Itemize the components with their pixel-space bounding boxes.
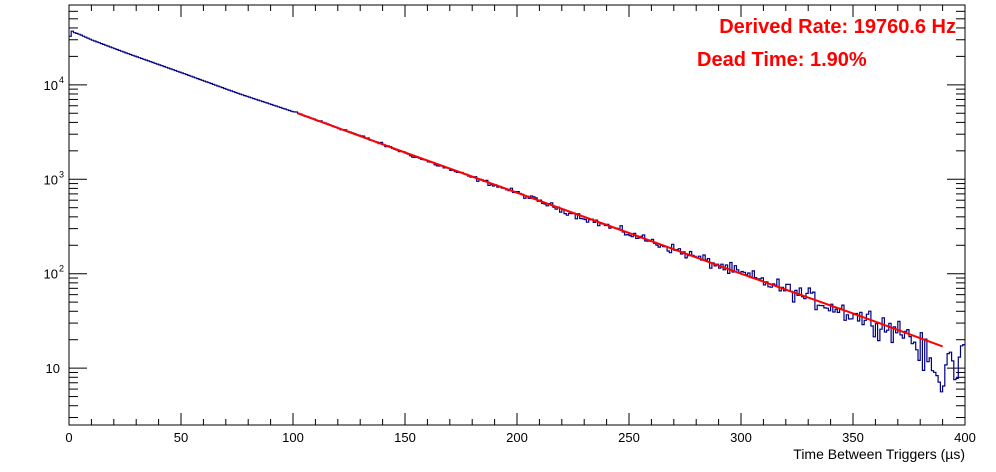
- x-tick-label: 100: [282, 430, 304, 445]
- x-tick-label: 400: [954, 430, 976, 445]
- y-tick-exponent: 2: [59, 264, 64, 274]
- series-layer: [69, 30, 965, 393]
- histogram-series: [69, 30, 965, 393]
- dead-time-annotation: Dead Time: 1.90%: [697, 49, 867, 71]
- y-tick-label: 10: [44, 78, 58, 93]
- x-tick-label: 0: [65, 430, 72, 445]
- y-tick-exponent: 3: [59, 169, 64, 179]
- x-tick-label: 50: [174, 430, 188, 445]
- x-axis-title: Time Between Triggers (µs): [793, 446, 965, 462]
- x-axis: 0 50 100 150 200 250 300 350 400: [65, 5, 976, 445]
- x-tick-label: 350: [842, 430, 864, 445]
- x-tick-label: 150: [394, 430, 416, 445]
- x-tick-label: 250: [618, 430, 640, 445]
- derived-rate-annotation: Derived Rate: 19760.6 Hz: [719, 16, 956, 38]
- y-tick-label: 10: [46, 361, 60, 376]
- fit-line: [297, 112, 943, 348]
- y-tick-label: 10: [44, 172, 58, 187]
- x-tick-label: 200: [506, 430, 528, 445]
- x-tick-label: 300: [730, 430, 752, 445]
- y-tick-exponent: 4: [59, 75, 64, 85]
- y-tick-label: 10: [44, 267, 58, 282]
